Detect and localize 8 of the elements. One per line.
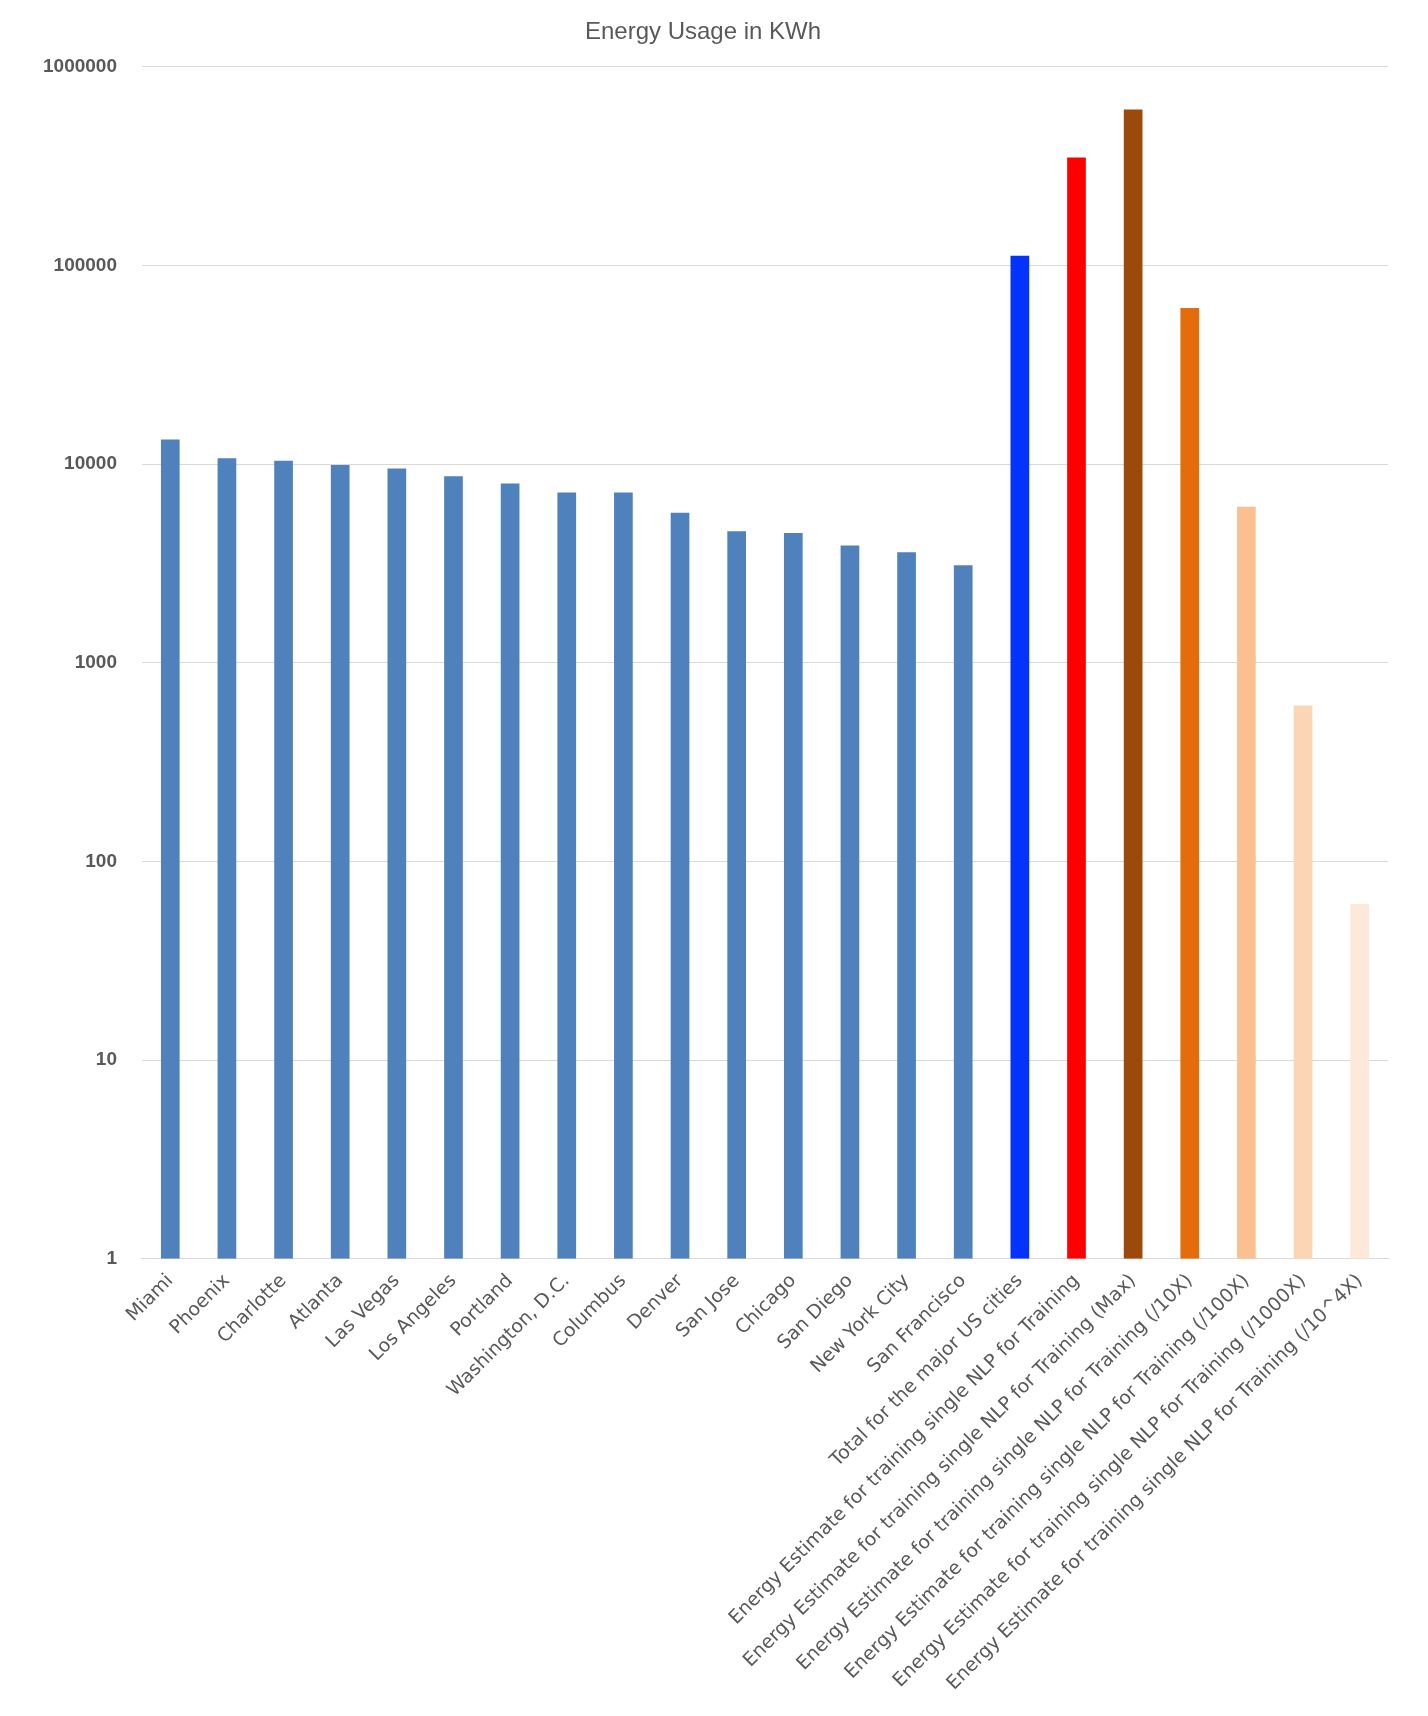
y-tick-label: 10000 [64,452,117,474]
y-tick-label: 100000 [53,253,117,275]
chart-title: Energy Usage in KWh [584,17,822,45]
y-tick-label: 1000000 [43,55,117,77]
y-tick-label: 1000 [74,651,117,673]
y-tick-label: 10 [95,1048,117,1070]
y-tick-label: 1 [106,1247,118,1269]
y-tick-label: 100 [85,849,117,871]
